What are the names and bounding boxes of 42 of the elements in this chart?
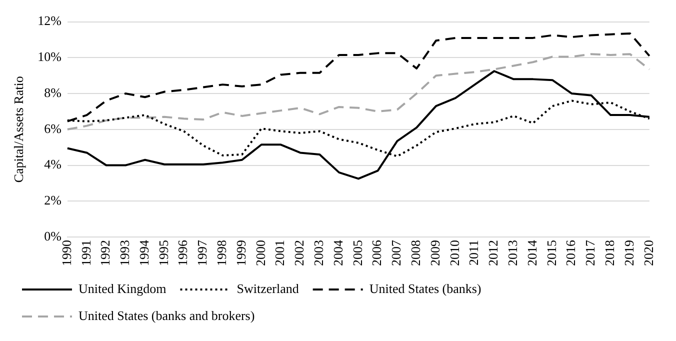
x-tick-label: 1997 <box>194 240 210 266</box>
x-tick-label: 2014 <box>524 240 540 266</box>
x-tick-label: 2000 <box>252 240 268 266</box>
y-tick-label: 8% <box>44 84 62 100</box>
legend-label: United States (banks) <box>369 280 482 296</box>
legend-label: Switzerland <box>236 280 300 296</box>
x-tick-label: 2008 <box>408 240 424 266</box>
x-tick-label: 2015 <box>544 240 559 266</box>
x-tick-label: 1998 <box>214 240 230 266</box>
x-tick-label: 2009 <box>427 240 442 266</box>
x-tick-label: 2001 <box>272 240 288 266</box>
x-tick-label: 2020 <box>640 240 656 266</box>
x-tick-label: 2002 <box>292 240 307 266</box>
x-tick-label: 2017 <box>582 240 598 266</box>
x-tick-label: 2007 <box>388 240 404 266</box>
x-tick-label: 1994 <box>136 240 152 266</box>
x-tick-label: 2004 <box>330 240 346 266</box>
y-tick-label: 10% <box>38 49 62 64</box>
x-tick-label: 1995 <box>156 240 171 266</box>
x-tick-label: 1999 <box>233 240 248 266</box>
x-tick-label: 2016 <box>563 240 578 266</box>
x-tick-label: 2005 <box>350 240 365 266</box>
line-series <box>66 53 650 130</box>
x-tick-label: 2006 <box>369 240 384 266</box>
x-tick-label: 2019 <box>621 240 636 266</box>
y-tick-label: 12% <box>38 13 62 28</box>
x-tick-label: 2003 <box>311 240 326 266</box>
x-tick-label: 1996 <box>175 240 190 266</box>
x-tick-label: 1992 <box>98 240 113 266</box>
legend-label: United States (banks and brokers) <box>78 308 255 323</box>
y-axis-title: Capital/Assets Ratio <box>11 76 26 183</box>
y-tick-label: 6% <box>44 120 62 136</box>
x-tick-label: 2011 <box>466 240 482 266</box>
legend-label: United Kingdom <box>78 280 166 296</box>
y-tick-label: 2% <box>44 192 62 208</box>
x-tick-label: 2018 <box>602 240 618 266</box>
x-tick-label: 1991 <box>78 240 94 266</box>
x-tick-label: 2010 <box>446 240 462 266</box>
x-tick-label: 1993 <box>117 240 132 266</box>
x-tick-label: 2012 <box>486 240 501 266</box>
x-tick-label: 2013 <box>505 240 520 266</box>
y-tick-label: 4% <box>44 156 62 172</box>
